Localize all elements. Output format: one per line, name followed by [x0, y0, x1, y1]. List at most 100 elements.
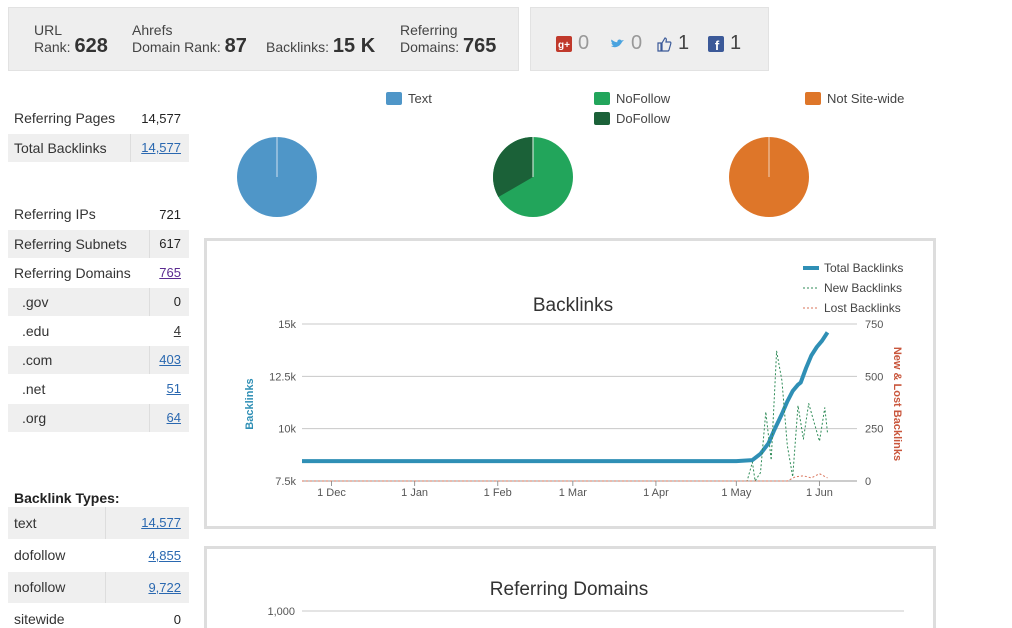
table-row: Referring Domains 765 — [8, 258, 189, 288]
row-value: 721 — [149, 200, 189, 230]
series-total-backlinks — [302, 331, 830, 464]
row-label: sitewide — [8, 603, 106, 628]
net-domains-link[interactable]: 51 — [149, 374, 189, 404]
x-tick-label: 1 Jan — [401, 487, 428, 499]
y-tick-label: 1,000 — [267, 606, 295, 618]
legend-dofollow[interactable]: DoFollow — [594, 111, 670, 126]
backlink-types-table: text 14,577 dofollow 4,855 nofollow 9,72… — [8, 507, 189, 628]
backlinks-label: Backlinks: — [266, 39, 330, 55]
table-row: sitewide 0 — [8, 603, 189, 628]
legend-swatch — [805, 92, 821, 105]
edu-domains-link[interactable]: 4 — [149, 316, 189, 346]
nofollow-backlinks-link[interactable]: 9,722 — [105, 571, 189, 604]
url-rank-stat: URL Rank: 628 — [34, 22, 108, 57]
y-tick-label: 12.5k — [269, 371, 296, 383]
row-value: 617 — [148, 229, 189, 259]
x-tick-label: 1 Dec — [317, 487, 346, 499]
dofollow-backlinks-link[interactable]: 4,855 — [105, 539, 189, 572]
table-row: Referring Pages 14,577 — [8, 104, 189, 134]
backlinks-value: 15 K — [332, 35, 376, 57]
y-tick-label: 10k — [278, 424, 296, 436]
sitewide-pie-chart — [729, 137, 809, 217]
row-label: dofollow — [8, 539, 106, 572]
pie-slice-dofollow — [493, 137, 533, 197]
row-label: Referring Subnets — [8, 229, 150, 259]
legend-swatch — [386, 92, 402, 105]
y-tick-label: 15k — [278, 319, 296, 331]
y2-axis-label: New & Lost Backlinks — [891, 347, 903, 461]
table-row: text 14,577 — [8, 507, 189, 540]
row-label: .com — [8, 345, 150, 375]
table-row: .edu 4 — [8, 316, 189, 346]
y2-tick-label: 250 — [865, 424, 883, 436]
row-label: text — [8, 507, 106, 540]
url-rank-label: URL — [34, 22, 63, 38]
like-count[interactable]: 1 — [656, 32, 689, 55]
referring-domains-chart: Referring Domains 1,000 — [267, 579, 904, 618]
stats-bar: URL Rank: 628 Ahrefs Domain Rank: 87 Bac… — [8, 7, 519, 71]
google-plus-count[interactable]: g+ 0 — [556, 32, 589, 55]
ahrefs-rank-label: Domain Rank: — [132, 39, 221, 55]
backlink-types-title: Backlink Types: — [14, 490, 120, 506]
x-tick-label: 1 Mar — [559, 487, 587, 499]
row-label: Total Backlinks — [8, 133, 131, 163]
twitter-count[interactable]: 0 — [609, 32, 642, 55]
table-row: .org 64 — [8, 403, 189, 433]
social-bar: g+ 0 0 1 f 1 — [530, 7, 769, 71]
table-row: .net 51 — [8, 374, 189, 404]
row-label: .edu — [8, 316, 150, 346]
thumbs-up-icon — [657, 36, 672, 52]
chart-legend: Total Backlinks New Backlinks Lost Backl… — [803, 261, 903, 315]
referring-domains-link[interactable]: 765 — [149, 258, 189, 288]
row-label: Referring IPs — [8, 200, 150, 230]
referring-domains-label: Domains: — [400, 39, 460, 55]
com-domains-link[interactable]: 403 — [148, 345, 189, 375]
referring-domains-label: Referring — [400, 22, 458, 38]
referring-domains-value: 765 — [463, 35, 497, 57]
total-backlinks-link[interactable]: 14,577 — [129, 133, 189, 163]
legend-swatch — [594, 92, 610, 105]
series-new-backlinks — [302, 350, 828, 482]
y-tick-label: 7.5k — [275, 476, 296, 488]
url-rank-label: Rank: — [34, 39, 71, 55]
table-row: Referring IPs 721 — [8, 200, 189, 230]
legend-not-sitewide[interactable]: Not Site-wide — [805, 91, 904, 106]
series-lost-backlinks — [302, 473, 828, 482]
x-tick-label: 1 Jun — [806, 487, 833, 499]
legend-label-lost[interactable]: Lost Backlinks — [824, 301, 901, 315]
y-axis-label: Backlinks — [244, 378, 256, 429]
ahrefs-rank-label: Ahrefs — [132, 22, 173, 38]
legend-label-total[interactable]: Total Backlinks — [824, 261, 903, 275]
ahrefs-rank-stat: Ahrefs Domain Rank: 87 — [132, 22, 247, 56]
google-plus-icon: g+ — [556, 35, 572, 52]
legend-text[interactable]: Text — [386, 91, 432, 106]
summary-table-pages: Referring Pages 14,577 Total Backlinks 1… — [8, 104, 189, 163]
org-domains-link[interactable]: 64 — [148, 403, 189, 433]
follow-pie-chart — [493, 137, 573, 217]
row-label: nofollow — [8, 571, 106, 604]
url-rank-value: 628 — [74, 35, 108, 57]
table-row: Referring Subnets 617 — [8, 229, 189, 259]
table-row: nofollow 9,722 — [8, 571, 189, 604]
facebook-count[interactable]: f 1 — [708, 32, 741, 55]
twitter-icon — [611, 38, 624, 47]
row-value: 0 — [105, 603, 189, 628]
referring-domains-chart-panel: Referring Domains 1,000 — [204, 546, 936, 628]
x-tick-label: 1 Apr — [643, 487, 669, 499]
backlinks-chart: Backlinks Backlinks New & Lost Backlinks… — [244, 261, 903, 499]
y2-tick-label: 500 — [865, 371, 883, 383]
y2-tick-label: 0 — [865, 476, 871, 488]
row-label: Referring Pages — [8, 104, 131, 134]
chart-title: Referring Domains — [490, 579, 648, 600]
svg-text:g+: g+ — [558, 40, 570, 51]
text-backlinks-link[interactable]: 14,577 — [105, 507, 189, 540]
table-row: .gov 0 — [8, 287, 189, 317]
backlinks-stat: Backlinks: 15 K — [266, 35, 376, 57]
table-row: Total Backlinks 14,577 — [8, 133, 189, 163]
legend-nofollow[interactable]: NoFollow — [594, 91, 670, 106]
svg-text:f: f — [715, 38, 720, 52]
text-pie-chart — [237, 137, 317, 217]
table-row: dofollow 4,855 — [8, 539, 189, 572]
table-row: .com 403 — [8, 345, 189, 375]
legend-label-new[interactable]: New Backlinks — [824, 281, 902, 295]
